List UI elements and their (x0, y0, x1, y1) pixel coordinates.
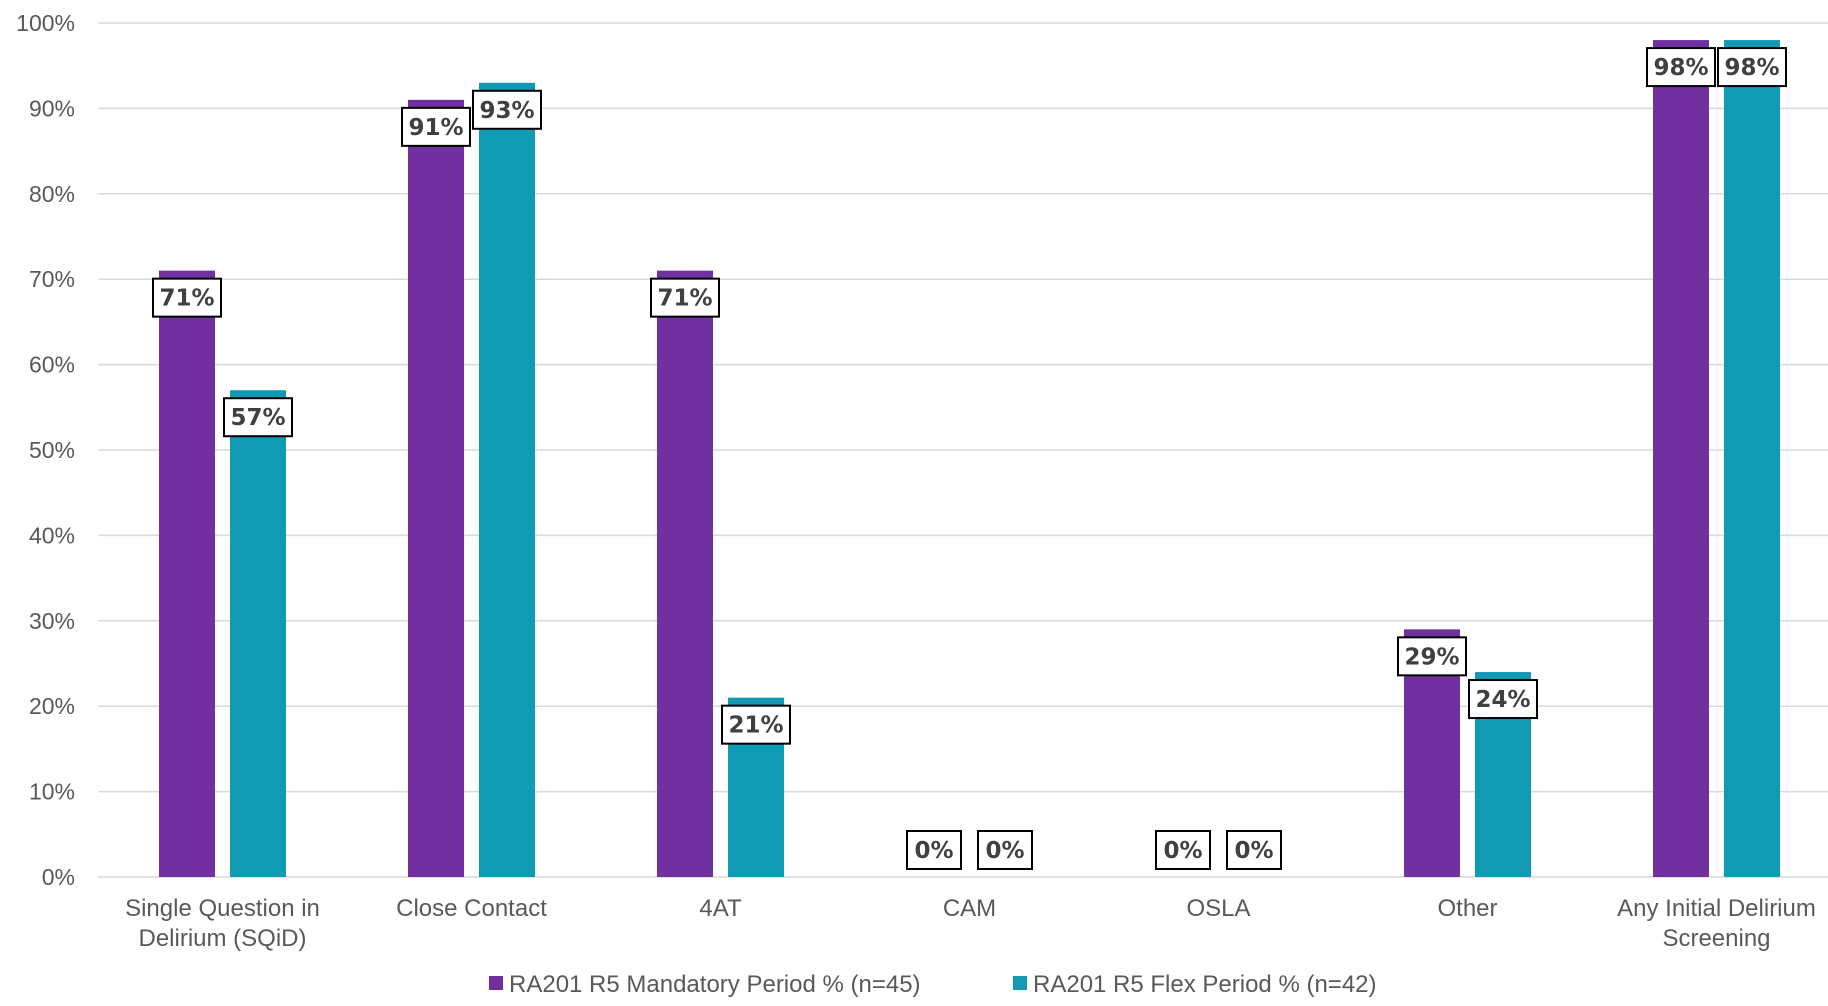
data-label-box (1468, 679, 1538, 720)
x-category-label: Other (1437, 895, 1497, 922)
data-label-box (401, 106, 471, 147)
x-category-label: Close Contact (396, 895, 547, 922)
data-label-box (472, 89, 542, 130)
data-label: 71% (159, 286, 214, 312)
data-labels: 71% 57% 91% 93% 71% 21% 0% 0% 0% 0% 29% 24% 98% 98% (152, 47, 1787, 870)
data-label: 24% (1475, 687, 1530, 713)
y-tick-label: 50% (29, 437, 75, 463)
bar (657, 270, 713, 877)
y-tick-label: 90% (29, 95, 75, 121)
gridlines (98, 22, 1828, 878)
y-axis-tick-labels: 0% 10% 20% 30% 40% 50% 60% 70% 80% 90% 100% (16, 10, 75, 890)
y-tick-label: 10% (29, 779, 75, 805)
data-label-box (223, 397, 293, 438)
bar (408, 99, 464, 878)
data-label-box (152, 277, 222, 318)
x-category-label: 4AT (699, 895, 742, 922)
data-label-box (1397, 636, 1467, 677)
data-label: 0% (1163, 838, 1202, 864)
data-label: 57% (230, 405, 285, 431)
data-label: 98% (1724, 55, 1779, 81)
data-label: 71% (657, 286, 712, 312)
y-tick-label: 100% (16, 10, 75, 36)
y-tick-label: 0% (42, 864, 75, 890)
y-tick-label: 20% (29, 693, 75, 719)
data-label: 21% (728, 713, 783, 739)
data-label-box (1155, 830, 1211, 870)
x-category-label: Delirium (SQiD) (139, 925, 307, 952)
legend-swatch (489, 976, 503, 990)
y-tick-label: 60% (29, 352, 75, 378)
data-label: 98% (1653, 55, 1708, 81)
x-category-label: Screening (1662, 925, 1770, 952)
data-label: 91% (408, 115, 463, 141)
data-label-box (1717, 47, 1787, 88)
bar (159, 270, 215, 877)
bar (1653, 40, 1709, 877)
data-label-box (721, 704, 791, 745)
x-category-label: OSLA (1186, 895, 1250, 922)
data-label-box (650, 277, 720, 318)
data-label-box (1646, 47, 1716, 88)
data-label-box (1226, 830, 1282, 870)
bar (1724, 40, 1780, 877)
x-category-label: CAM (943, 895, 996, 922)
legend-swatch (1013, 976, 1027, 990)
y-tick-label: 70% (29, 266, 75, 292)
data-label-box (906, 830, 962, 870)
x-category-label: Any Initial Delirium (1617, 895, 1816, 922)
legend-label: RA201 R5 Mandatory Period % (n=45) (509, 971, 921, 998)
legend: RA201 R5 Mandatory Period % (n=45) RA201 … (489, 971, 1377, 998)
bars (159, 40, 1780, 878)
data-label: 0% (985, 838, 1024, 864)
y-tick-label: 30% (29, 608, 75, 634)
y-tick-label: 80% (29, 181, 75, 207)
data-label: 93% (479, 98, 534, 124)
data-label: 29% (1404, 644, 1459, 670)
data-label: 0% (1234, 838, 1273, 864)
x-axis-category-labels: Single Question in Delirium (SQiD) Close C… (125, 895, 1816, 952)
y-tick-label: 40% (29, 522, 75, 548)
data-label-box (977, 830, 1033, 870)
data-label: 0% (914, 838, 953, 864)
legend-label: RA201 R5 Flex Period % (n=42) (1033, 971, 1377, 998)
x-category-label: Single Question in (125, 895, 320, 922)
bar (479, 82, 535, 877)
bar (230, 390, 286, 877)
